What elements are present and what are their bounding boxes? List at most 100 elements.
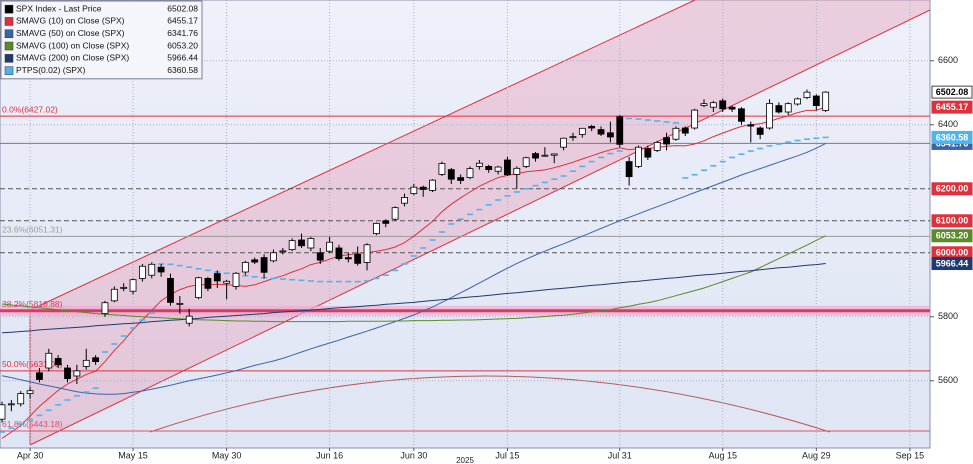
channel-upper xyxy=(29,0,696,311)
y-tick-label: 5600 xyxy=(938,375,958,385)
legend-value: 6053.20 xyxy=(167,40,198,50)
candle-body xyxy=(532,153,539,159)
level-label: 0.0%(6427.02) xyxy=(2,104,58,114)
candle-body xyxy=(73,370,81,377)
candle-body xyxy=(728,106,736,110)
candle-body xyxy=(148,263,156,276)
last-tag-bg xyxy=(931,229,973,243)
series xyxy=(0,106,829,439)
x-tick-label: May 15 xyxy=(118,450,148,460)
candle-body xyxy=(213,273,221,282)
candle-body xyxy=(363,244,371,263)
x-tick-label: Sep 15 xyxy=(896,450,925,460)
candle-body xyxy=(625,161,633,178)
arc xyxy=(149,375,831,433)
candle-body xyxy=(410,186,418,194)
candle-body xyxy=(475,162,483,167)
price-tag: 6000.00 xyxy=(936,248,969,258)
ma-line xyxy=(1,263,826,334)
candle-body xyxy=(513,167,521,175)
candle-body xyxy=(494,166,502,172)
legend-name: SMAVG (100) on Close (SPX) xyxy=(16,40,129,50)
candle-body xyxy=(129,279,137,292)
last-tag: 6053.20 xyxy=(936,231,969,241)
candle-body xyxy=(344,257,352,260)
candle-body xyxy=(288,240,296,250)
candle-body xyxy=(354,253,362,264)
candle-body xyxy=(663,137,670,145)
candle-body xyxy=(101,302,109,315)
candle-body xyxy=(747,124,755,127)
candle-body xyxy=(195,277,202,299)
level-label: 38.2%(5818.88) xyxy=(2,299,63,309)
price-tag: 6200.00 xyxy=(936,184,969,194)
candle-body xyxy=(64,367,71,379)
levels: 0.0%(6427.02) 23.6%(6051.31) 38.2%(5818.88… xyxy=(0,104,930,432)
candle-body xyxy=(298,239,305,247)
candle-body xyxy=(260,257,268,273)
candle-body xyxy=(803,91,811,99)
candle-body xyxy=(485,165,493,170)
candle-body xyxy=(419,186,427,190)
candle-body xyxy=(457,177,465,181)
x-tick-label: Aug 15 xyxy=(708,450,737,460)
candle-body xyxy=(560,137,567,148)
level-label: 61.8%(5443.18) xyxy=(2,419,63,429)
y-tick-label: 6600 xyxy=(938,55,958,65)
level-label: 50.0%(5631.03) xyxy=(2,359,63,369)
last-tag: 6455.17 xyxy=(936,102,969,112)
grid xyxy=(0,0,930,448)
candle-body xyxy=(756,127,764,135)
candle-body xyxy=(45,352,53,369)
legend-swatch xyxy=(4,17,14,26)
y-tick-label: 6400 xyxy=(938,119,958,129)
ma-line xyxy=(1,142,826,395)
last-tag-bg xyxy=(931,257,973,271)
candle-body xyxy=(578,127,586,135)
candle-body xyxy=(644,148,652,158)
candle-body xyxy=(0,404,6,420)
channel-lower xyxy=(29,9,931,446)
candle-body xyxy=(438,163,446,175)
candle-body xyxy=(223,280,231,284)
candles xyxy=(0,89,830,423)
x-tick-label: Jul 15 xyxy=(495,450,519,460)
candle-body xyxy=(672,127,680,140)
price-tag-bg xyxy=(931,182,973,196)
candle-body xyxy=(26,390,34,395)
legend-value: 6502.08 xyxy=(167,3,198,13)
candle-body xyxy=(391,207,399,220)
legend-swatch xyxy=(4,66,14,75)
candle-body xyxy=(447,169,455,180)
price-tag: 6100.00 xyxy=(936,216,969,226)
candle-body xyxy=(784,103,792,113)
candle-body xyxy=(607,132,614,138)
candle-body xyxy=(738,108,745,122)
x-tick-label: Apr 30 xyxy=(17,450,44,460)
candle-body xyxy=(775,105,783,113)
legend-value: 5966.44 xyxy=(167,53,198,63)
candle-body xyxy=(504,159,511,176)
legend-name: SMAVG (50) on Close (SPX) xyxy=(16,28,125,38)
legend-name: PTPS(0.02) (SPX) xyxy=(16,65,86,75)
candle-body xyxy=(569,136,577,139)
candle-body xyxy=(7,403,15,406)
candle-body xyxy=(597,129,605,135)
candle-body xyxy=(522,157,530,167)
legend: SPX Index - Last Price 6502.08 SMAVG (10) … xyxy=(0,0,203,80)
year-label: 2025 xyxy=(456,456,474,464)
candle-body xyxy=(616,116,624,145)
candle-body xyxy=(232,272,240,287)
legend-value: 6360.58 xyxy=(167,65,198,75)
legend-name: SMAVG (10) on Close (SPX) xyxy=(16,16,125,26)
last-tag-bg xyxy=(931,130,973,144)
candle-body xyxy=(279,250,287,253)
legend-name: SMAVG (200) on Close (SPX) xyxy=(16,53,129,63)
candle-body xyxy=(307,237,315,249)
candle-body xyxy=(812,95,820,107)
candle-body xyxy=(653,141,661,151)
candle-body xyxy=(157,266,165,273)
candle-body xyxy=(17,393,25,405)
last-tag: 5966.44 xyxy=(936,258,969,268)
